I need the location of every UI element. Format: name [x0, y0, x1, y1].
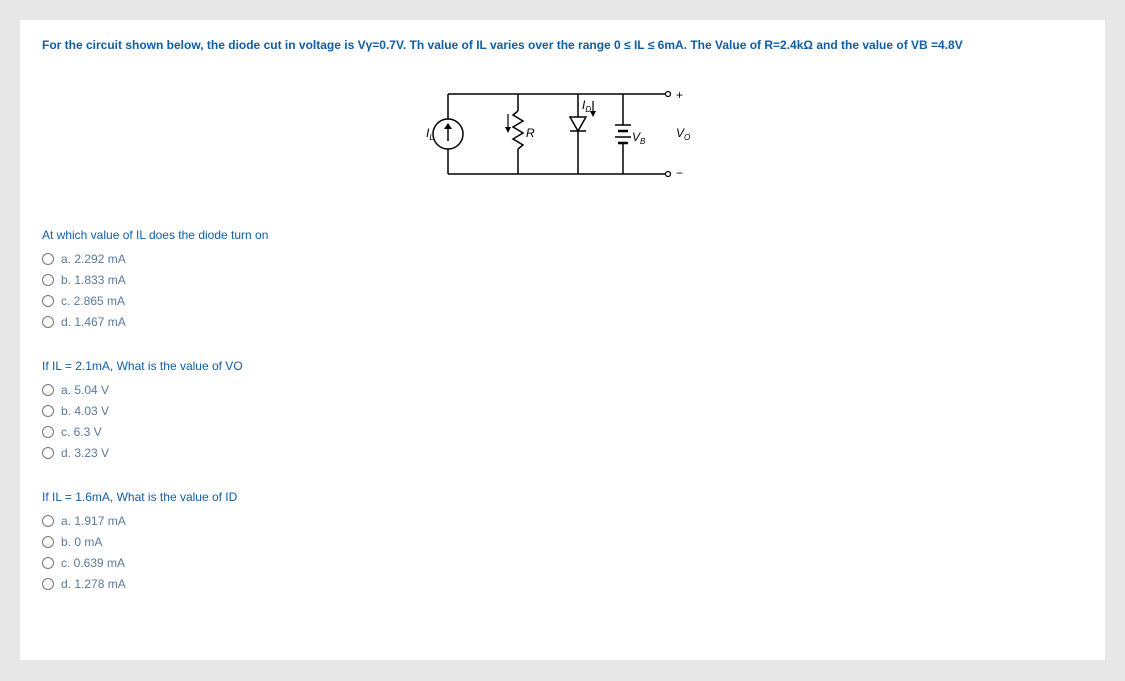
question-1-option-c[interactable]: c. 2.865 mA: [42, 294, 1083, 308]
radio-q1-b[interactable]: [42, 274, 54, 286]
radio-q2-d[interactable]: [42, 447, 54, 459]
problem-statement: For the circuit shown below, the diode c…: [42, 38, 1083, 52]
radio-q1-d[interactable]: [42, 316, 54, 328]
question-1: At which value of IL does the diode turn…: [42, 228, 1083, 329]
circuit-diagram: IL R ID: [407, 70, 719, 203]
option-label: c. 6.3 V: [61, 425, 102, 439]
question-3-option-a[interactable]: a. 1.917 mA: [42, 514, 1083, 528]
option-label: d. 3.23 V: [61, 446, 109, 460]
label-VB: VB: [632, 130, 646, 146]
radio-q1-c[interactable]: [42, 295, 54, 307]
option-label: c. 2.865 mA: [61, 294, 125, 308]
question-1-option-a[interactable]: a. 2.292 mA: [42, 252, 1083, 266]
option-label: a. 1.917 mA: [61, 514, 126, 528]
question-3-option-c[interactable]: c. 0.639 mA: [42, 556, 1083, 570]
radio-q2-c[interactable]: [42, 426, 54, 438]
question-2-option-a[interactable]: a. 5.04 V: [42, 383, 1083, 397]
question-3-option-b[interactable]: b. 0 mA: [42, 535, 1083, 549]
option-label: c. 0.639 mA: [61, 556, 125, 570]
question-2-option-d[interactable]: d. 3.23 V: [42, 446, 1083, 460]
question-3: If IL = 1.6mA, What is the value of ID a…: [42, 490, 1083, 591]
radio-q3-d[interactable]: [42, 578, 54, 590]
label-VO: VO: [676, 126, 690, 142]
radio-q2-a[interactable]: [42, 384, 54, 396]
question-1-option-d[interactable]: d. 1.467 mA: [42, 315, 1083, 329]
option-label: b. 0 mA: [61, 535, 102, 549]
option-label: d. 1.278 mA: [61, 577, 126, 591]
option-label: a. 2.292 mA: [61, 252, 126, 266]
question-3-prompt: If IL = 1.6mA, What is the value of ID: [42, 490, 1083, 504]
radio-q3-c[interactable]: [42, 557, 54, 569]
question-1-prompt: At which value of IL does the diode turn…: [42, 228, 1083, 242]
question-2-option-c[interactable]: c. 6.3 V: [42, 425, 1083, 439]
label-minus: −: [676, 166, 683, 180]
option-label: b. 1.833 mA: [61, 273, 126, 287]
label-ID: ID: [582, 98, 591, 114]
question-1-option-b[interactable]: b. 1.833 mA: [42, 273, 1083, 287]
option-label: a. 5.04 V: [61, 383, 109, 397]
option-label: d. 1.467 mA: [61, 315, 126, 329]
radio-q3-a[interactable]: [42, 515, 54, 527]
radio-q2-b[interactable]: [42, 405, 54, 417]
question-2-option-b[interactable]: b. 4.03 V: [42, 404, 1083, 418]
question-2: If IL = 2.1mA, What is the value of VO a…: [42, 359, 1083, 460]
question-2-prompt: If IL = 2.1mA, What is the value of VO: [42, 359, 1083, 373]
radio-q3-b[interactable]: [42, 536, 54, 548]
question-3-option-d[interactable]: d. 1.278 mA: [42, 577, 1083, 591]
label-R: R: [526, 126, 535, 140]
label-plus: +: [676, 88, 683, 102]
circuit-row: IL R ID: [42, 70, 1083, 203]
option-label: b. 4.03 V: [61, 404, 109, 418]
label-IL: IL: [426, 126, 434, 142]
radio-q1-a[interactable]: [42, 253, 54, 265]
paper-container: For the circuit shown below, the diode c…: [20, 20, 1105, 660]
